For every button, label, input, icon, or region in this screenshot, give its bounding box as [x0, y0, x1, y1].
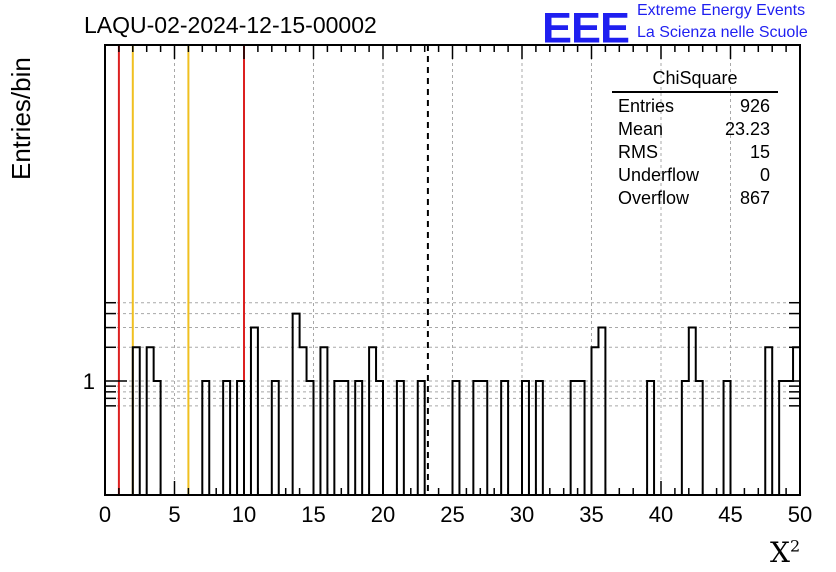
- x-axis-label-superscript: 2: [789, 536, 801, 556]
- stats-divider: [612, 91, 778, 93]
- x-tick-label: 25: [440, 502, 464, 527]
- stats-value: 926: [739, 96, 770, 116]
- y-tick-label: 1: [83, 369, 95, 394]
- stats-value: 0: [759, 165, 770, 185]
- x-tick-label: 20: [371, 502, 395, 527]
- logo-line-1: Extreme Energy Events: [637, 2, 806, 19]
- x-tick-label: 40: [649, 502, 673, 527]
- stats-row-mean: Mean 23.23: [612, 118, 778, 141]
- stats-row-overflow: Overflow 867: [612, 187, 778, 210]
- stats-value: 15: [749, 142, 770, 162]
- x-tick-label: 0: [99, 502, 111, 527]
- stats-row-entries: Entries 926: [612, 95, 778, 118]
- x-tick-label: 10: [232, 502, 256, 527]
- x-tick-label: 45: [718, 502, 742, 527]
- stats-row-rms: RMS 15: [612, 141, 778, 164]
- stats-row-underflow: Underflow 0: [612, 164, 778, 187]
- chart-title: LAQU-02-2024-12-15-00002: [84, 12, 377, 38]
- stats-label: Entries: [618, 96, 675, 116]
- x-tick-label: 15: [301, 502, 325, 527]
- marker-lines: [117, 45, 429, 495]
- stats-title: ChiSquare: [652, 68, 738, 88]
- x-tick-label: 5: [168, 502, 180, 527]
- x-axis-label-text: X: [770, 536, 790, 569]
- axis-ticks: [104, 45, 801, 495]
- logo-line-2: La Scienza nelle Scuole: [637, 24, 808, 41]
- stats-value: 23.23: [724, 119, 770, 139]
- stats-label: Underflow: [618, 165, 700, 185]
- tick-labels: 0 5 10 15 20 25 30 35 40 45 50 1: [83, 369, 812, 527]
- y-axis-label: Entries/bin: [6, 57, 36, 180]
- stats-box: ChiSquare Entries 926 Mean 23.23 RMS 15 …: [612, 68, 778, 210]
- stats-value: 867: [739, 188, 770, 208]
- grid: [105, 45, 800, 495]
- eee-logo: EEE: [542, 3, 630, 52]
- stats-label: Mean: [618, 119, 664, 139]
- stats-label: Overflow: [618, 188, 690, 208]
- x-axis-label: X2: [770, 536, 800, 569]
- x-tick-label: 50: [788, 502, 812, 527]
- x-tick-label: 35: [579, 502, 603, 527]
- x-tick-label: 30: [510, 502, 534, 527]
- stats-label: RMS: [618, 142, 658, 162]
